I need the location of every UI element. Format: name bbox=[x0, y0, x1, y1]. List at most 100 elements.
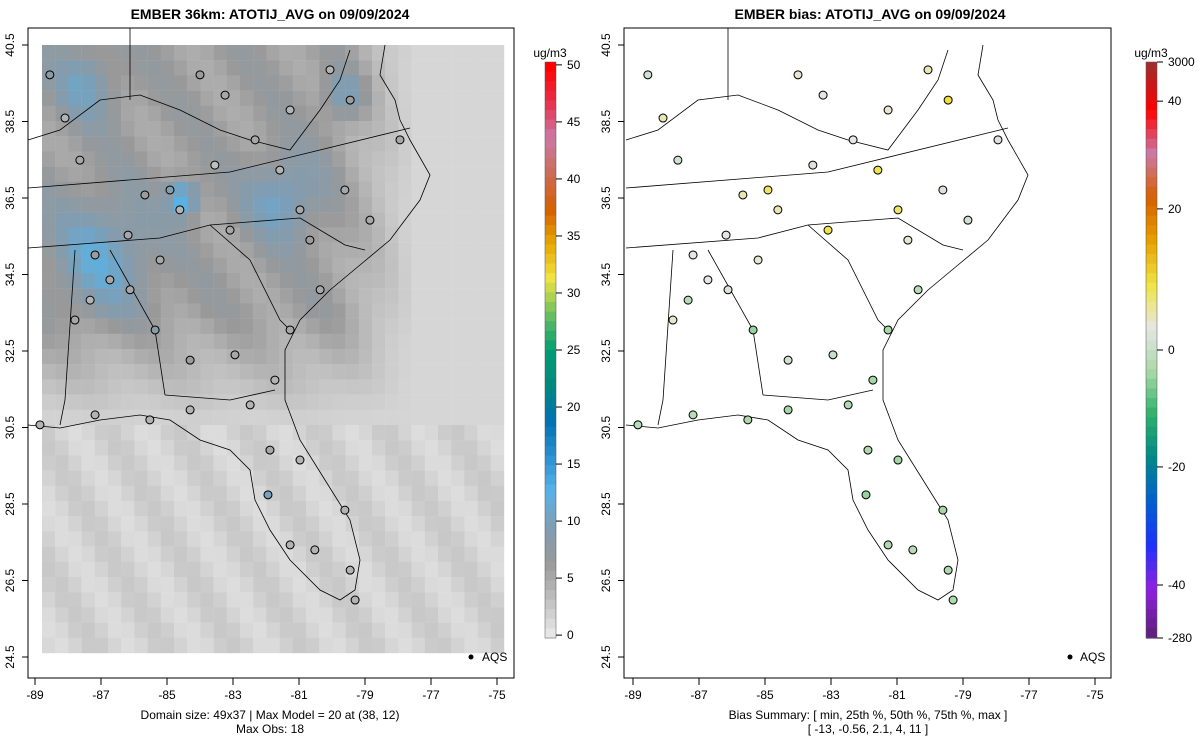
model-cell bbox=[372, 592, 386, 608]
model-cell bbox=[279, 333, 293, 350]
model-cell bbox=[451, 212, 465, 228]
model-cell bbox=[174, 136, 188, 152]
model-cell bbox=[81, 592, 95, 608]
model-cell bbox=[279, 516, 293, 532]
station-marker bbox=[943, 565, 953, 575]
model-cell bbox=[174, 577, 188, 593]
model-cell bbox=[490, 440, 505, 456]
colorbar-segment bbox=[1146, 551, 1157, 562]
model-cell bbox=[464, 151, 478, 167]
model-cell bbox=[345, 212, 359, 228]
model-cell bbox=[266, 136, 280, 152]
model-cell bbox=[68, 394, 82, 410]
model-cell bbox=[68, 364, 82, 380]
model-cell bbox=[345, 516, 359, 532]
model-cell bbox=[94, 637, 109, 654]
model-cell bbox=[121, 75, 135, 91]
colorbar-label: 20 bbox=[1168, 202, 1182, 216]
model-cell bbox=[358, 485, 373, 502]
colorbar-segment bbox=[545, 628, 556, 639]
colorbar-label: 3000 bbox=[1168, 55, 1195, 69]
model-cell bbox=[477, 45, 491, 61]
model-cell bbox=[134, 470, 148, 486]
station-marker bbox=[848, 135, 858, 145]
y-tick-label: 32.5 bbox=[3, 339, 17, 363]
model-cell bbox=[266, 607, 280, 623]
model-cell bbox=[385, 288, 399, 304]
model-cell bbox=[424, 485, 439, 502]
model-cell bbox=[42, 531, 56, 547]
colorbar-segment bbox=[1146, 484, 1157, 495]
model-cell bbox=[490, 288, 505, 304]
model-cell bbox=[160, 364, 175, 380]
model-cell bbox=[174, 531, 188, 547]
model-cell bbox=[372, 181, 386, 198]
model-cell bbox=[332, 333, 346, 350]
model-cell bbox=[134, 607, 148, 623]
model-cell bbox=[147, 227, 161, 243]
model-cell bbox=[451, 75, 465, 91]
model-cell bbox=[358, 197, 373, 213]
colorbar-label: 30 bbox=[567, 286, 581, 300]
model-cell bbox=[438, 151, 452, 167]
model-cell bbox=[292, 121, 307, 137]
model-cell bbox=[424, 45, 439, 61]
model-cell bbox=[213, 333, 227, 350]
model-cell bbox=[121, 45, 135, 61]
model-cell bbox=[108, 470, 122, 486]
model-cell bbox=[490, 90, 505, 106]
colorbar-segment bbox=[545, 177, 556, 188]
model-cell bbox=[345, 440, 359, 456]
model-cell bbox=[464, 288, 478, 304]
station-marker bbox=[345, 95, 355, 105]
model-cell bbox=[438, 516, 452, 532]
model-cell bbox=[438, 637, 452, 654]
model-cell bbox=[81, 105, 95, 122]
model-cell bbox=[94, 197, 109, 213]
model-cell bbox=[477, 273, 491, 289]
model-cell bbox=[187, 333, 201, 350]
model-cell bbox=[147, 637, 161, 654]
model-cell bbox=[42, 273, 56, 289]
model-cell bbox=[226, 531, 241, 547]
model-cell bbox=[372, 105, 386, 122]
colorbar-segment bbox=[545, 436, 556, 447]
model-cell bbox=[398, 105, 412, 122]
model-cell bbox=[358, 409, 373, 426]
model-cell bbox=[292, 303, 307, 319]
model-cell bbox=[451, 577, 465, 593]
model-cell bbox=[438, 318, 452, 334]
model-cell bbox=[68, 273, 82, 289]
model-cell bbox=[42, 561, 56, 578]
model-cell bbox=[464, 349, 478, 365]
model-cell bbox=[306, 607, 320, 623]
model-cell bbox=[81, 273, 95, 289]
model-cell bbox=[42, 455, 56, 471]
colorbar-segment bbox=[545, 618, 556, 629]
model-cell bbox=[438, 197, 452, 213]
model-cell bbox=[279, 637, 293, 654]
model-cell bbox=[240, 637, 254, 654]
model-cell bbox=[240, 273, 254, 289]
model-cell bbox=[68, 166, 82, 182]
model-cell bbox=[319, 212, 333, 228]
colorbar-segment bbox=[545, 90, 556, 101]
model-cell bbox=[108, 516, 122, 532]
model-cell bbox=[358, 227, 373, 243]
model-cell bbox=[279, 257, 293, 274]
colorbar-segment bbox=[545, 570, 556, 581]
model-cell bbox=[451, 516, 465, 532]
colorbar-label: 40 bbox=[567, 172, 581, 186]
model-cell bbox=[240, 90, 254, 106]
model-cell bbox=[279, 181, 293, 198]
model-cell bbox=[160, 227, 175, 243]
model-cell bbox=[411, 105, 425, 122]
model-cell bbox=[332, 212, 346, 228]
station-marker bbox=[165, 185, 175, 195]
model-cell bbox=[438, 45, 452, 61]
model-cell bbox=[372, 75, 386, 91]
model-cell bbox=[55, 622, 69, 638]
model-cell bbox=[187, 425, 201, 441]
model-cell bbox=[358, 440, 373, 456]
model-cell bbox=[438, 105, 452, 122]
